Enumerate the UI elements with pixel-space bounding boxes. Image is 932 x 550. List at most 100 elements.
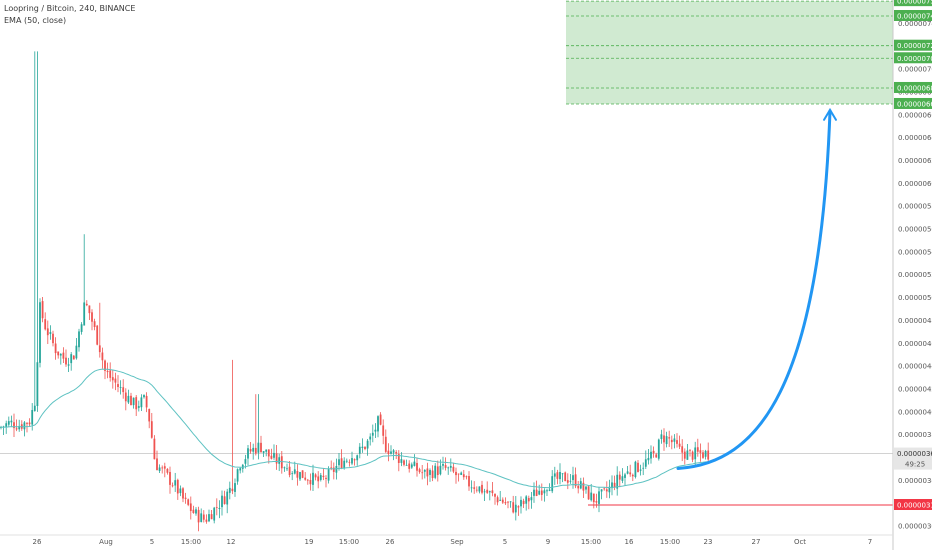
candle-body — [673, 438, 676, 442]
candle-body — [634, 461, 637, 478]
ema-line — [1, 368, 709, 489]
candle-body — [683, 451, 686, 459]
candle-body — [655, 454, 658, 458]
candle-body — [148, 409, 151, 422]
candle-body — [254, 447, 257, 454]
candle-body — [377, 416, 379, 432]
candle-body — [293, 469, 296, 474]
candle-body — [696, 447, 699, 452]
y-axis[interactable]: 0.000007400.000007200.000007000.00000680… — [892, 0, 932, 550]
candle-body — [379, 414, 382, 425]
candle-body — [62, 352, 65, 359]
candle-body — [566, 480, 569, 483]
candle-body — [314, 474, 317, 478]
candle-body — [345, 460, 348, 462]
candle-body — [351, 458, 353, 464]
candle-body — [527, 498, 530, 502]
candle-body — [150, 421, 153, 438]
candle-body — [130, 395, 132, 406]
candle-body — [533, 489, 535, 496]
y-tick-label: 0.00000440 — [898, 363, 932, 371]
y-tick-label: 0.00000660 — [898, 111, 932, 119]
candle-body — [317, 476, 320, 482]
candle-body — [231, 488, 234, 492]
x-axis[interactable]: 26 Aug 5 15:00 12 19 15:00 26 Sep 5 9 15:00 16 15:00 2… — [0, 534, 893, 546]
candle-body — [309, 479, 312, 485]
x-tick-label: 15:00 — [339, 538, 359, 546]
candle-body — [215, 507, 218, 508]
candle-body — [410, 464, 413, 468]
candle-body — [13, 422, 15, 429]
candle-body — [5, 423, 8, 427]
candle-body — [548, 489, 551, 491]
candle-body — [182, 488, 184, 499]
candle-body — [626, 471, 629, 474]
y-tick-label: 0.00000560 — [898, 226, 932, 234]
candle-body — [57, 351, 60, 356]
candle-body — [421, 472, 424, 474]
candle-body — [652, 450, 655, 454]
candle-body — [111, 377, 114, 381]
candle-body — [520, 499, 522, 507]
candle-body — [265, 449, 268, 452]
candle-body — [156, 458, 158, 471]
candle-body — [46, 328, 49, 336]
candle-body — [621, 476, 624, 481]
candle-body — [93, 321, 96, 327]
candle-body — [192, 509, 195, 514]
candle-body — [135, 397, 138, 410]
y-tick-label: 0.00000460 — [898, 340, 932, 348]
candle-body — [176, 479, 179, 494]
y-tick-label: 0.00000400 — [898, 408, 932, 416]
candle-body — [670, 439, 673, 443]
candle-body — [639, 469, 642, 471]
candle-body — [59, 353, 62, 356]
candle-body — [267, 449, 270, 457]
candle-body — [106, 370, 109, 373]
candle-body — [624, 474, 626, 478]
candle-body — [257, 442, 260, 453]
candle-body — [665, 436, 668, 445]
candle-body — [234, 483, 236, 492]
candle-body — [299, 472, 301, 480]
candle-body — [494, 494, 496, 497]
candle-body — [213, 507, 216, 521]
candle-body — [286, 468, 288, 470]
candle-body — [127, 395, 130, 403]
candle-body — [236, 469, 239, 482]
candle-body — [525, 496, 528, 504]
candle-body — [101, 352, 104, 361]
target-level-label: 0.00000669 — [897, 100, 932, 108]
y-tick-label: 0.00000740 — [898, 20, 932, 28]
candle-body — [140, 397, 143, 408]
candle-body — [686, 450, 689, 460]
candle-body — [200, 513, 203, 522]
candle-body — [195, 509, 197, 514]
y-tick-label: 0.00000540 — [898, 248, 932, 256]
candle-body — [169, 471, 171, 485]
candle-body — [535, 489, 538, 496]
candle-body — [270, 455, 273, 459]
candle-body — [507, 501, 509, 503]
candle-body — [260, 442, 262, 453]
candle-body — [210, 514, 213, 520]
candle-body — [340, 458, 343, 469]
candle-body — [429, 470, 431, 475]
candle-body — [663, 435, 665, 443]
candle-body — [70, 354, 73, 364]
candle-body — [26, 422, 28, 424]
y-tick-label: 0.00000300 — [898, 523, 932, 531]
candle-body — [358, 446, 361, 454]
candle-body — [522, 500, 525, 505]
candle-body — [88, 305, 91, 314]
candle-body — [395, 451, 398, 454]
candle-body — [553, 473, 556, 477]
candle-body — [382, 425, 385, 436]
candle-body — [239, 468, 242, 471]
candle-body — [608, 486, 611, 493]
candle-body — [691, 451, 694, 460]
candle-body — [353, 459, 356, 461]
candle-body — [460, 472, 463, 475]
candle-body — [197, 509, 200, 523]
